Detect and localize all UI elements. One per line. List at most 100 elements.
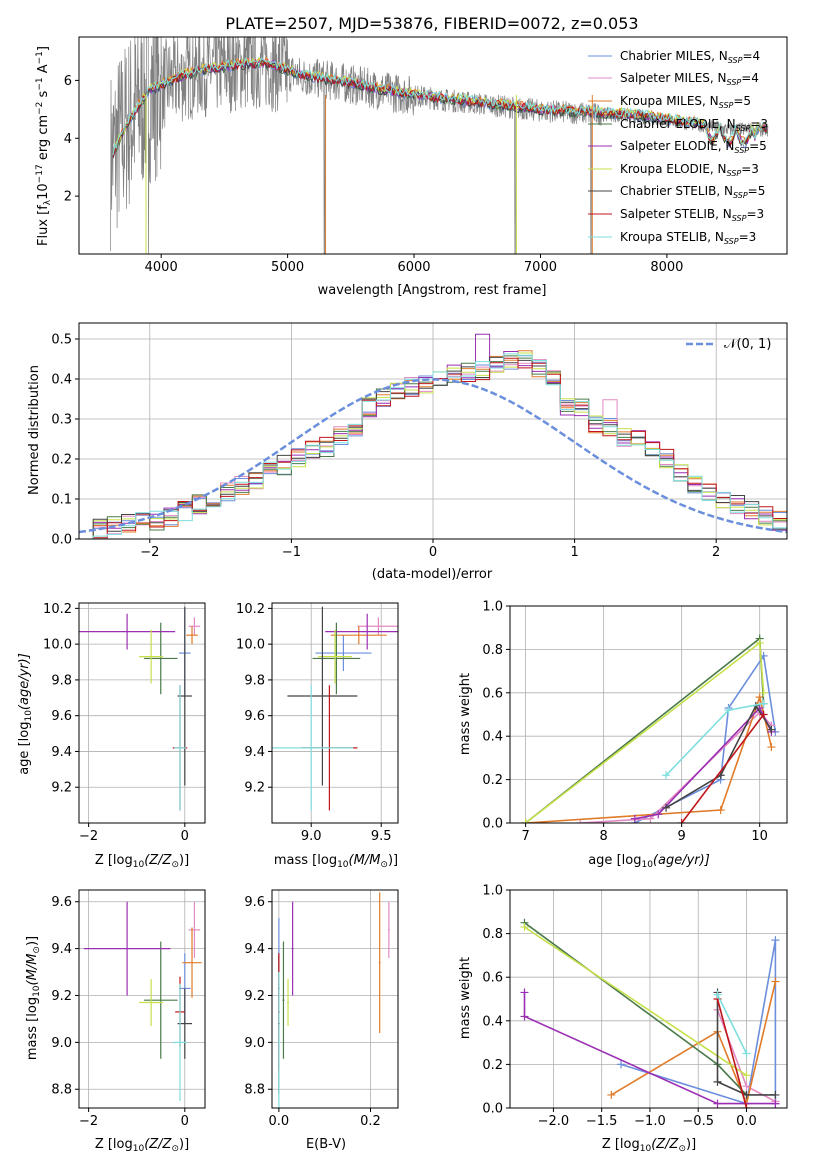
x-tick-label: 1 xyxy=(570,545,578,560)
weight-line xyxy=(620,939,777,1105)
weight-marker xyxy=(520,988,529,997)
weight-line xyxy=(524,926,747,1076)
weight-marker xyxy=(616,1060,625,1069)
weight-marker xyxy=(713,1077,722,1086)
y-tick-label: 9.6 xyxy=(51,709,72,724)
legend-entry: Chabrier MILES, NSSP=4 xyxy=(620,49,760,65)
x-tick-label: −2 xyxy=(79,1114,98,1129)
y-tick-label: 9.8 xyxy=(51,673,72,688)
spectrum-xlabel: wavelength [Angstrom, rest frame] xyxy=(318,283,547,298)
y-tick-label: 0.6 xyxy=(482,971,503,986)
x-tick-label: 0.0 xyxy=(736,1114,757,1129)
y-tick-label: 0.4 xyxy=(51,373,72,388)
weight-marker xyxy=(576,819,585,823)
y-tick-label: 10.2 xyxy=(236,602,265,617)
x-tick-label: −1.5 xyxy=(586,1114,618,1129)
axes-frame xyxy=(271,602,399,824)
y-tick-label: 9.4 xyxy=(51,745,72,760)
weight-marker xyxy=(713,1099,722,1108)
model-fit-line xyxy=(112,60,768,158)
z-age-xlabel: Z [log10(Z/Z⊙)] xyxy=(95,853,189,870)
x-tick-label: 0 xyxy=(181,829,189,844)
weight-marker xyxy=(713,990,722,999)
mass-age-panel: 9.0 9.5 9.2 9.4 9.6 9.8 10.0 10.2 xyxy=(236,602,399,844)
weight-line xyxy=(716,992,776,1096)
x-tick-label: 6000 xyxy=(397,260,430,275)
spectrum-ylabel: Flux [fλ10−17 erg cm−2 s−1 A−1] xyxy=(35,46,53,246)
x-tick-label: −1 xyxy=(282,545,301,560)
y-tick-label: 0.2 xyxy=(51,453,72,468)
y-tick-label: 0.3 xyxy=(51,413,72,428)
weight-marker xyxy=(742,1104,751,1108)
y-tick-label: 0.4 xyxy=(482,1014,503,1029)
weight-marker xyxy=(742,1082,751,1091)
x-tick-label: 9.5 xyxy=(371,829,392,844)
y-tick-label: 9.4 xyxy=(244,942,265,957)
weight-marker xyxy=(771,936,780,945)
weight-marker xyxy=(742,1071,751,1080)
weight-marker xyxy=(742,1049,751,1058)
x-tick-label: 0.2 xyxy=(360,1114,381,1129)
y-tick-label: 0.5 xyxy=(51,333,72,348)
legend-entry: Salpeter MILES, NSSP=4 xyxy=(620,71,759,87)
axes-frame xyxy=(78,36,788,255)
y-tick-label: 6 xyxy=(64,74,72,89)
y-tick-label: 10.0 xyxy=(43,638,72,653)
weight-line xyxy=(525,694,773,823)
legend-entry: Chabrier STELIB, NSSP=5 xyxy=(620,184,765,200)
axes-frame xyxy=(78,889,206,1109)
gaussian-legend-label: 𝒩(0, 1) xyxy=(724,337,771,352)
x-tick-label: 8000 xyxy=(650,260,683,275)
x-tick-label: 8 xyxy=(599,829,607,844)
weight-marker xyxy=(520,1012,529,1021)
weight-marker xyxy=(630,814,639,823)
y-tick-label: 9.4 xyxy=(51,942,72,957)
y-tick-label: 0.1 xyxy=(51,493,72,508)
z-weight-ylabel: mass weight xyxy=(458,957,473,1039)
y-tick-label: 0.8 xyxy=(482,643,503,658)
age-weight-xlabel: age [log10(age/yr)] xyxy=(588,853,710,870)
y-tick-label: 8.8 xyxy=(244,1083,265,1098)
x-tick-label: −1.0 xyxy=(634,1114,666,1129)
weight-marker xyxy=(755,638,764,647)
weight-marker xyxy=(662,803,671,812)
x-tick-label: 2 xyxy=(712,545,720,560)
ebv-mass-panel: 0.0 0.2 8.8 9.0 9.2 9.4 9.6 xyxy=(244,889,399,1129)
plot-area xyxy=(272,606,398,811)
y-tick-label: 0.2 xyxy=(482,773,503,788)
histogram-step xyxy=(79,356,787,539)
legend-entry: Salpeter ELODIE, NSSP=5 xyxy=(620,139,767,155)
y-tick-label: 9.4 xyxy=(244,745,265,760)
y-tick-label: 9.2 xyxy=(244,781,265,796)
x-tick-label: 0 xyxy=(429,545,437,560)
weight-line xyxy=(716,994,748,1054)
plot-area xyxy=(277,892,390,1108)
y-tick-label: 8.8 xyxy=(51,1083,72,1098)
y-tick-label: 0.4 xyxy=(482,730,503,745)
y-tick-label: 9.8 xyxy=(244,673,265,688)
axes-frame xyxy=(78,322,788,540)
legend-entry: Kroupa MILES, NSSP=5 xyxy=(620,94,751,110)
x-tick-label: −2.0 xyxy=(538,1114,570,1129)
y-tick-label: 9.2 xyxy=(51,781,72,796)
x-tick-label: 7 xyxy=(521,829,529,844)
plot-area xyxy=(110,37,769,254)
x-tick-label: −0.5 xyxy=(682,1114,714,1129)
axes-frame xyxy=(78,602,206,824)
x-tick-label: 0.0 xyxy=(269,1114,290,1129)
ebv-mass-xlabel: E(B-V) xyxy=(306,1137,346,1152)
y-tick-label: 0.8 xyxy=(482,927,503,942)
weight-marker xyxy=(520,923,529,932)
y-tick-label: 10.0 xyxy=(236,638,265,653)
z-mass-panel: −2 0 8.8 9.0 9.2 9.4 9.6 xyxy=(51,889,206,1129)
gaussian-curve xyxy=(79,378,787,534)
weight-marker xyxy=(759,688,768,697)
axes-frame xyxy=(271,889,399,1109)
weight-marker xyxy=(607,1090,616,1099)
spectrum-panel: 4000 5000 6000 7000 8000 2 4 6 xyxy=(64,36,788,275)
weight-line xyxy=(525,641,765,823)
histogram-step xyxy=(79,357,787,539)
spectrum-legend: Chabrier MILES, NSSP=4 Salpeter MILES, N… xyxy=(588,49,768,246)
weight-line xyxy=(716,998,748,1108)
